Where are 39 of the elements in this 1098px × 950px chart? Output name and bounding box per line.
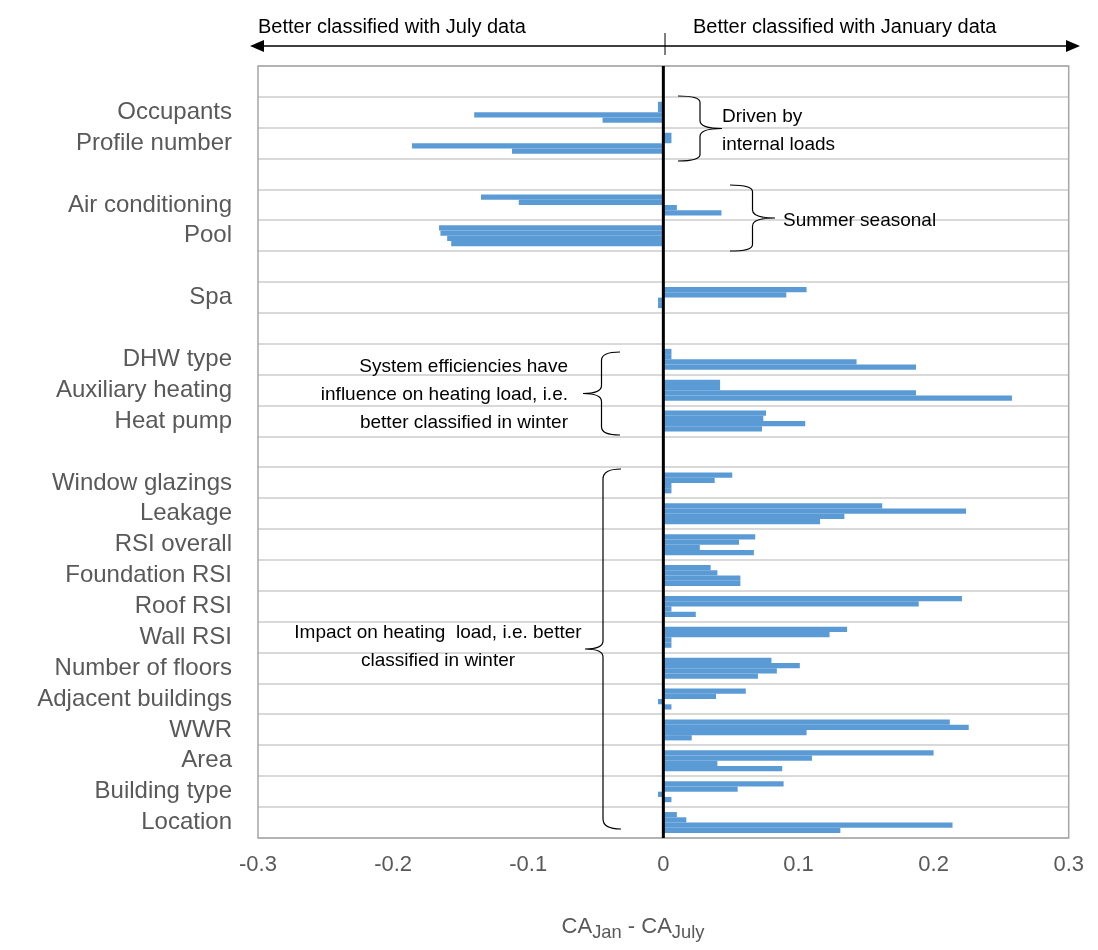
y-tick-label: Air conditioning [67, 189, 232, 217]
bar [663, 662, 800, 669]
y-tick-label: DHW type [122, 343, 232, 371]
bar [663, 595, 962, 602]
annotation: Impact on heating load, i.e. better classified in winter [293, 620, 583, 672]
y-tick-label: Pool [183, 220, 232, 248]
y-tick-label: Window glazings [51, 467, 232, 495]
x-tick-label: 0.1 [783, 851, 814, 877]
y-tick-label: RSI overall [114, 529, 232, 557]
y-tick-label: Profile number [75, 127, 232, 155]
annotation: Summer seasonal [783, 208, 938, 232]
x-tick-label: -0.1 [509, 851, 548, 877]
x-tick-label: -0.3 [239, 851, 277, 877]
y-tick-label: Number of floors [54, 652, 232, 680]
y-tick-label: Leakage [139, 498, 232, 526]
annotation: System efficiencies have influence on heating load, i.e. better classified in winter [319, 354, 568, 434]
y-tick-label: Occupants [117, 96, 232, 124]
text: Better classified with January data [693, 14, 998, 39]
y-tick-label: Heat pump [114, 405, 232, 433]
x-tick-label: 0.3 [1053, 851, 1085, 877]
y-tick-label: Roof RSI [134, 591, 232, 619]
y-tick-label: Adjacent buildings [37, 683, 232, 711]
x-tick-label: 0.2 [918, 851, 949, 877]
bar [663, 580, 741, 587]
y-tick-label: WWR [169, 714, 232, 742]
y-tick-label: Auxiliary heating [55, 374, 232, 402]
y-tick-label: Foundation RSI [65, 560, 232, 588]
x-tick-label: 0 [657, 851, 670, 877]
x-tick-label: -0.2 [374, 851, 413, 877]
y-tick-label: Building type [94, 776, 232, 804]
annotation: Driven by internal loads [722, 104, 837, 156]
bar [663, 626, 848, 633]
y-tick-label: Area [181, 745, 233, 773]
bar [663, 549, 754, 556]
y-tick-label: Wall RSI [139, 621, 232, 649]
x-axis-title: CA$_{Jan}$ - CA$_{July}$ [560, 913, 706, 944]
y-tick-label: Spa [189, 282, 233, 310]
text: Better classified with July data [258, 14, 527, 39]
y-tick-label: Location [141, 807, 232, 835]
